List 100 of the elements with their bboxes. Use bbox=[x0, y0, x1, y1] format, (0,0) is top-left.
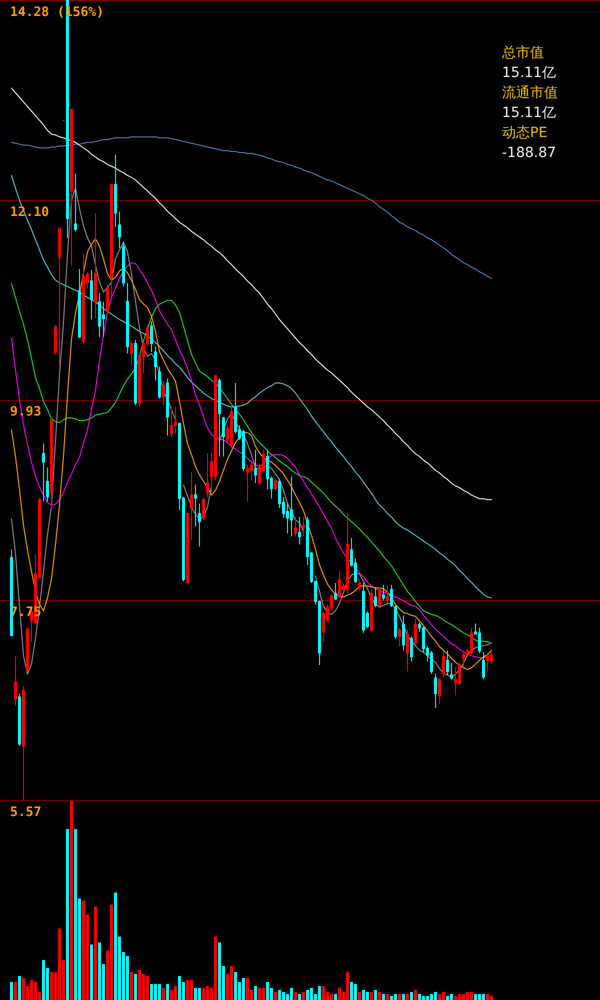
bar bbox=[346, 972, 349, 1000]
bar bbox=[486, 994, 489, 1000]
bar bbox=[318, 986, 321, 1000]
bar bbox=[266, 982, 269, 1000]
bar bbox=[150, 984, 153, 1000]
bar bbox=[254, 986, 257, 1000]
bar bbox=[298, 994, 301, 1000]
bar bbox=[338, 988, 341, 1000]
bar bbox=[90, 944, 93, 1000]
bar bbox=[382, 994, 385, 1000]
bar bbox=[194, 988, 197, 1000]
bar bbox=[42, 960, 45, 1000]
bar bbox=[442, 992, 445, 1000]
bar bbox=[198, 988, 201, 1000]
bar bbox=[214, 936, 217, 1000]
bar bbox=[138, 970, 141, 1000]
bar bbox=[158, 984, 161, 1000]
bar bbox=[162, 988, 165, 1000]
bar bbox=[282, 992, 285, 1000]
bar bbox=[242, 978, 245, 1000]
bar bbox=[170, 990, 173, 1000]
bar bbox=[306, 990, 309, 1000]
bar bbox=[490, 996, 493, 1000]
bar bbox=[22, 978, 25, 1000]
bar bbox=[390, 996, 393, 1000]
bar bbox=[74, 828, 77, 1000]
bar bbox=[414, 990, 417, 1000]
bar bbox=[374, 990, 377, 1000]
bar bbox=[446, 996, 449, 1000]
bar bbox=[114, 892, 117, 1000]
bar bbox=[130, 972, 133, 1000]
bar bbox=[230, 966, 233, 1000]
bar bbox=[378, 992, 381, 1000]
bar bbox=[422, 996, 425, 1000]
bar bbox=[466, 992, 469, 1000]
bar bbox=[350, 982, 353, 1000]
bar bbox=[474, 994, 477, 1000]
bar bbox=[458, 994, 461, 1000]
bar bbox=[398, 994, 401, 1000]
bar bbox=[94, 906, 97, 1000]
bar bbox=[146, 976, 149, 1000]
bar bbox=[218, 942, 221, 1000]
bar bbox=[406, 994, 409, 1000]
bar bbox=[274, 992, 277, 1000]
bar bbox=[310, 988, 313, 1000]
bar bbox=[154, 984, 157, 1000]
text: 总市值 bbox=[501, 45, 544, 61]
bar bbox=[366, 992, 369, 1000]
bar bbox=[66, 828, 69, 1000]
bar bbox=[126, 956, 129, 1000]
bar bbox=[98, 942, 101, 1000]
bar bbox=[50, 972, 53, 1000]
bar bbox=[386, 994, 389, 1000]
bar bbox=[482, 994, 485, 1000]
bar bbox=[334, 994, 337, 1000]
text: 动态PE bbox=[502, 125, 548, 141]
bar bbox=[294, 992, 297, 1000]
bar bbox=[206, 986, 209, 1000]
bar bbox=[178, 976, 181, 1000]
bar bbox=[394, 994, 397, 1000]
text: 15.11亿 bbox=[502, 105, 556, 121]
bar bbox=[454, 996, 457, 1000]
bar bbox=[186, 980, 189, 1000]
bar bbox=[58, 928, 61, 1000]
bar bbox=[478, 994, 481, 1000]
bar bbox=[302, 992, 305, 1000]
bar bbox=[14, 982, 17, 1000]
bar bbox=[166, 984, 169, 1000]
bar bbox=[402, 994, 405, 1000]
bar bbox=[10, 982, 13, 1000]
bar bbox=[110, 904, 113, 1000]
bar bbox=[18, 976, 21, 1000]
bar bbox=[434, 992, 437, 1000]
bar bbox=[410, 992, 413, 1000]
bar bbox=[70, 801, 73, 1000]
bar bbox=[470, 992, 473, 1000]
bar bbox=[30, 980, 33, 1000]
bar bbox=[418, 994, 421, 1000]
bar bbox=[438, 994, 441, 1000]
bar bbox=[190, 980, 193, 1000]
bar bbox=[330, 994, 333, 1000]
bar bbox=[430, 994, 433, 1000]
text: 流通市值 bbox=[502, 85, 558, 101]
bar bbox=[262, 988, 265, 1000]
text: -188.87 bbox=[502, 145, 556, 161]
y-tick-label: 5.57 bbox=[10, 805, 42, 820]
bar bbox=[258, 988, 261, 1000]
bar bbox=[462, 994, 465, 1000]
bar bbox=[426, 996, 429, 1000]
bar bbox=[450, 994, 453, 1000]
bar bbox=[34, 982, 37, 1000]
bar bbox=[82, 900, 85, 1000]
bar bbox=[278, 990, 281, 1000]
bar bbox=[362, 990, 365, 1000]
bar bbox=[134, 974, 137, 1000]
bar bbox=[358, 992, 361, 1000]
bar bbox=[354, 984, 357, 1000]
bar bbox=[234, 972, 237, 1000]
text: 15.11亿 bbox=[502, 65, 556, 81]
bar bbox=[246, 978, 249, 1000]
